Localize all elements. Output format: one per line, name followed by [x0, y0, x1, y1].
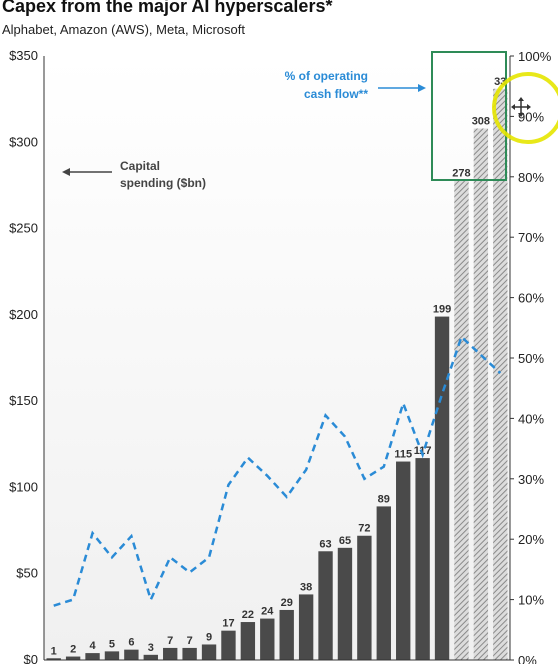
- y-right-tick-label: 90%: [518, 109, 544, 124]
- y-left-tick-label: $100: [9, 479, 38, 494]
- y-right-tick-label: 100%: [518, 49, 552, 64]
- capex-bar: [201, 644, 217, 660]
- y-right-tick-label: 80%: [518, 170, 544, 185]
- capex-bar: [298, 594, 314, 660]
- y-right-tick-label: 0%: [518, 653, 537, 664]
- y-right-tick-label: 10%: [518, 593, 544, 608]
- bar-value-label: 5: [109, 638, 115, 650]
- chart-title: Capex from the major AI hyperscalers*: [2, 0, 333, 16]
- capital-annotation-line1: Capital: [120, 159, 160, 173]
- ocf-annotation-line1: % of operating: [285, 69, 368, 83]
- cursor-highlight-circle: [492, 72, 558, 144]
- bar-value-label: 29: [281, 597, 293, 609]
- bar-value-label: 7: [187, 635, 193, 647]
- bar-value-label: 6: [128, 637, 134, 649]
- ocf-percent-line: [53, 334, 502, 607]
- ocf-annotation-line2: cash flow**: [304, 87, 368, 101]
- bar-value-label: 63: [319, 538, 331, 550]
- capital-arrow-head-icon: [62, 168, 70, 176]
- capex-bar: [143, 654, 158, 660]
- bar-value-label: 72: [358, 523, 370, 535]
- bar-value-label: 9: [206, 631, 212, 643]
- capex-bar: [65, 656, 81, 660]
- y-left-tick-label: $0: [24, 652, 38, 664]
- ocf-arrow-head-icon: [418, 84, 426, 92]
- highlight-box: [431, 51, 507, 181]
- bar-value-label: 38: [300, 581, 312, 593]
- capex-bar: [163, 647, 178, 660]
- bar-value-label: 2: [70, 644, 76, 656]
- chart-subtitle: Alphabet, Amazon (AWS), Meta, Microsoft: [2, 22, 245, 37]
- bar-value-label: 22: [242, 609, 254, 621]
- y-right-tick-label: 70%: [518, 230, 544, 245]
- y-left-tick-label: $300: [9, 134, 38, 149]
- bar-value-label: 7: [167, 635, 173, 647]
- capex-bar: [279, 609, 294, 660]
- capex-bar: [104, 651, 120, 660]
- bar-value-label: 278: [452, 167, 470, 179]
- bar-value-label: 4: [89, 640, 96, 652]
- capex-bar: [357, 535, 372, 660]
- capex-bar: [376, 506, 391, 660]
- capex-bar: [396, 461, 411, 660]
- capex-bar: [85, 653, 100, 660]
- capex-bar: [182, 647, 197, 660]
- bar-value-label: 24: [261, 606, 274, 618]
- capital-annotation-line2: spending ($bn): [120, 176, 206, 190]
- y-right-tick-label: 20%: [518, 532, 544, 547]
- y-right-tick-label: 50%: [518, 351, 544, 366]
- y-right-tick-label: 60%: [518, 291, 544, 306]
- y-left-tick-label: $200: [9, 307, 38, 322]
- forecast-bar: [493, 88, 508, 660]
- bar-value-label: 199: [433, 304, 451, 316]
- y-right-tick-label: 30%: [518, 472, 544, 487]
- y-left-tick-label: $50: [16, 566, 38, 581]
- bar-value-label: 3: [148, 642, 154, 654]
- move-cursor-icon: [511, 97, 531, 117]
- bar-value-label: 308: [472, 115, 490, 127]
- capex-bar: [124, 649, 139, 660]
- bar-value-label: 89: [378, 493, 390, 505]
- bar-value-label: 17: [222, 618, 234, 630]
- forecast-bar: [454, 180, 469, 660]
- y-left-tick-label: $250: [9, 221, 38, 236]
- forecast-bar: [473, 128, 489, 661]
- y-left-tick-label: $150: [9, 393, 38, 408]
- capex-bar: [260, 618, 275, 660]
- y-right-tick-label: 40%: [518, 411, 544, 426]
- capex-bar: [46, 658, 61, 660]
- capex-bar: [221, 630, 236, 660]
- y-left-tick-label: $350: [9, 48, 38, 63]
- bar-value-label: 117: [414, 445, 432, 457]
- capex-bar: [318, 551, 333, 660]
- capex-bar: [434, 316, 450, 660]
- bar-value-label: 65: [339, 535, 351, 547]
- capex-bar: [337, 547, 353, 660]
- capex-bar: [240, 622, 256, 660]
- bar-value-label: 1: [51, 645, 57, 657]
- capex-bar: [415, 458, 430, 660]
- bar-value-label: 115: [394, 449, 412, 461]
